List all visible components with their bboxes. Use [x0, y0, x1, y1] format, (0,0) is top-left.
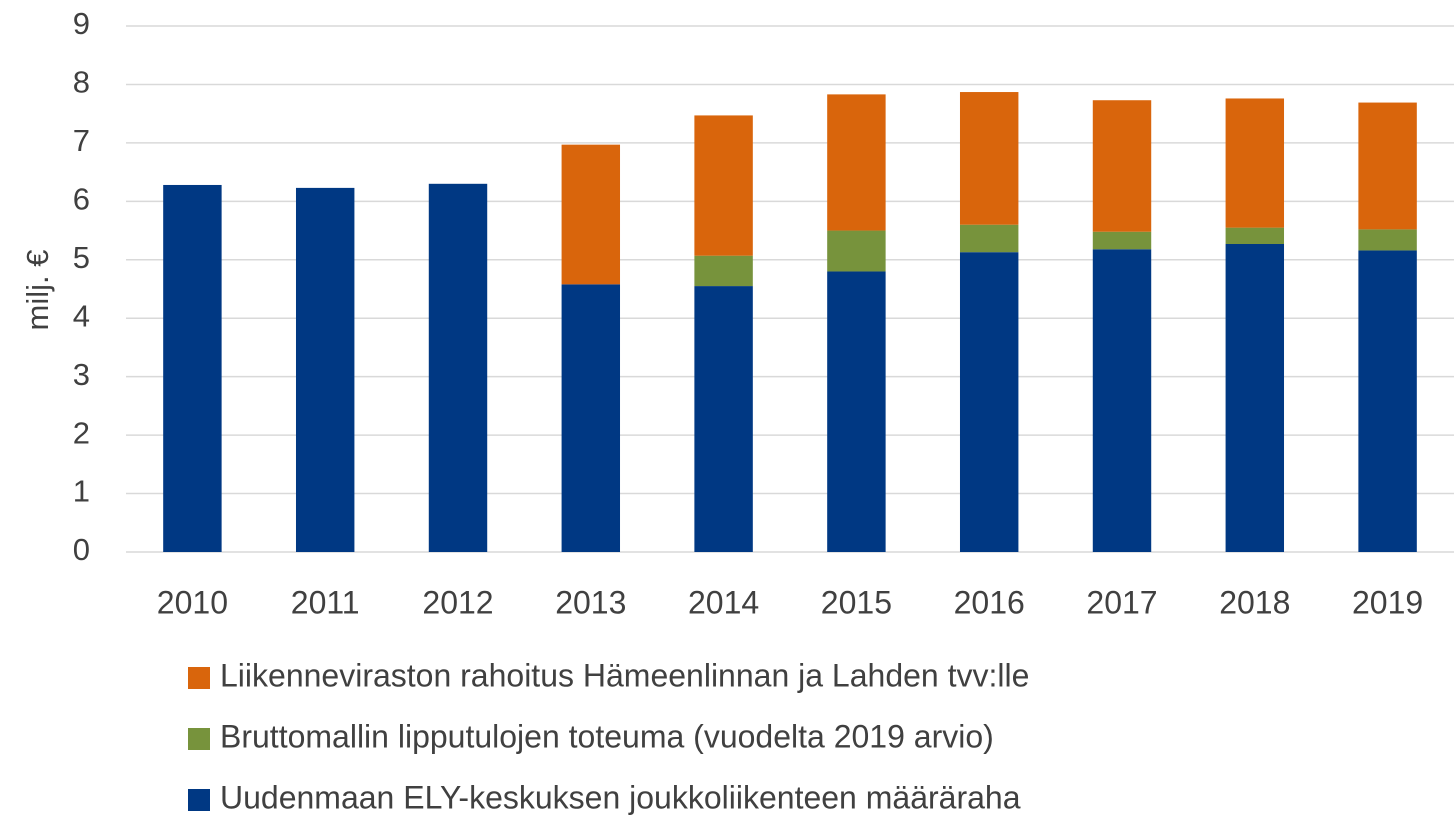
bar-segment	[295, 187, 355, 552]
bar-segment	[959, 252, 1019, 552]
x-tick-label: 2019	[1352, 584, 1423, 620]
bar-segment	[1092, 100, 1152, 232]
y-tick-label: 6	[73, 182, 90, 217]
bar-segment	[428, 183, 488, 553]
bar-segment	[959, 92, 1019, 225]
x-tick-label: 2014	[688, 584, 759, 620]
legend-label: Uudenmaan ELY-keskuksen joukkoliikenteen…	[220, 779, 1021, 815]
x-tick-label: 2015	[821, 584, 892, 620]
bar-segment	[561, 284, 621, 552]
y-tick-label: 9	[73, 6, 90, 41]
bar-segment	[1092, 249, 1152, 552]
y-tick-label: 2	[73, 415, 90, 450]
bar-segment	[561, 144, 621, 285]
bar-segment	[1225, 98, 1285, 228]
y-tick-label: 4	[73, 298, 90, 333]
legend-label: Bruttomallin lipputulojen toteuma (vuode…	[220, 718, 994, 754]
legend-swatch	[188, 667, 210, 689]
bar-segment	[827, 230, 886, 272]
bar-segment	[694, 115, 753, 256]
bar-segment	[1358, 250, 1417, 552]
bar-segment	[827, 271, 886, 552]
bar-segment	[694, 255, 753, 287]
y-tick-label: 1	[73, 474, 90, 509]
bar-segment	[1358, 229, 1417, 251]
legend-swatch	[188, 728, 210, 750]
y-tick-label: 8	[73, 65, 90, 100]
y-tick-label: 7	[73, 123, 90, 158]
x-tick-label: 2010	[157, 584, 228, 620]
bar-segment	[1358, 102, 1417, 230]
x-tick-label: 2016	[954, 584, 1025, 620]
bar-segment	[1092, 231, 1152, 250]
bar-segment	[1225, 243, 1285, 552]
legend-label: Liikenneviraston rahoitus Hämeenlinnan j…	[220, 657, 1029, 693]
bar-segment	[163, 184, 222, 553]
bar-segment	[694, 286, 753, 552]
y-tick-label: 0	[73, 532, 90, 567]
x-tick-label: 2013	[555, 584, 626, 620]
x-tick-label: 2018	[1219, 584, 1290, 620]
y-axis-label: milj. €	[20, 250, 55, 331]
y-tick-label: 3	[73, 357, 90, 392]
y-tick-label: 5	[73, 240, 90, 275]
x-tick-label: 2017	[1086, 584, 1157, 620]
bar-segment	[959, 224, 1019, 253]
bar-segment	[827, 94, 886, 231]
x-tick-label: 2011	[291, 584, 360, 620]
x-tick-label: 2012	[422, 584, 493, 620]
legend-swatch	[188, 789, 210, 811]
bar-segment	[1225, 227, 1285, 244]
